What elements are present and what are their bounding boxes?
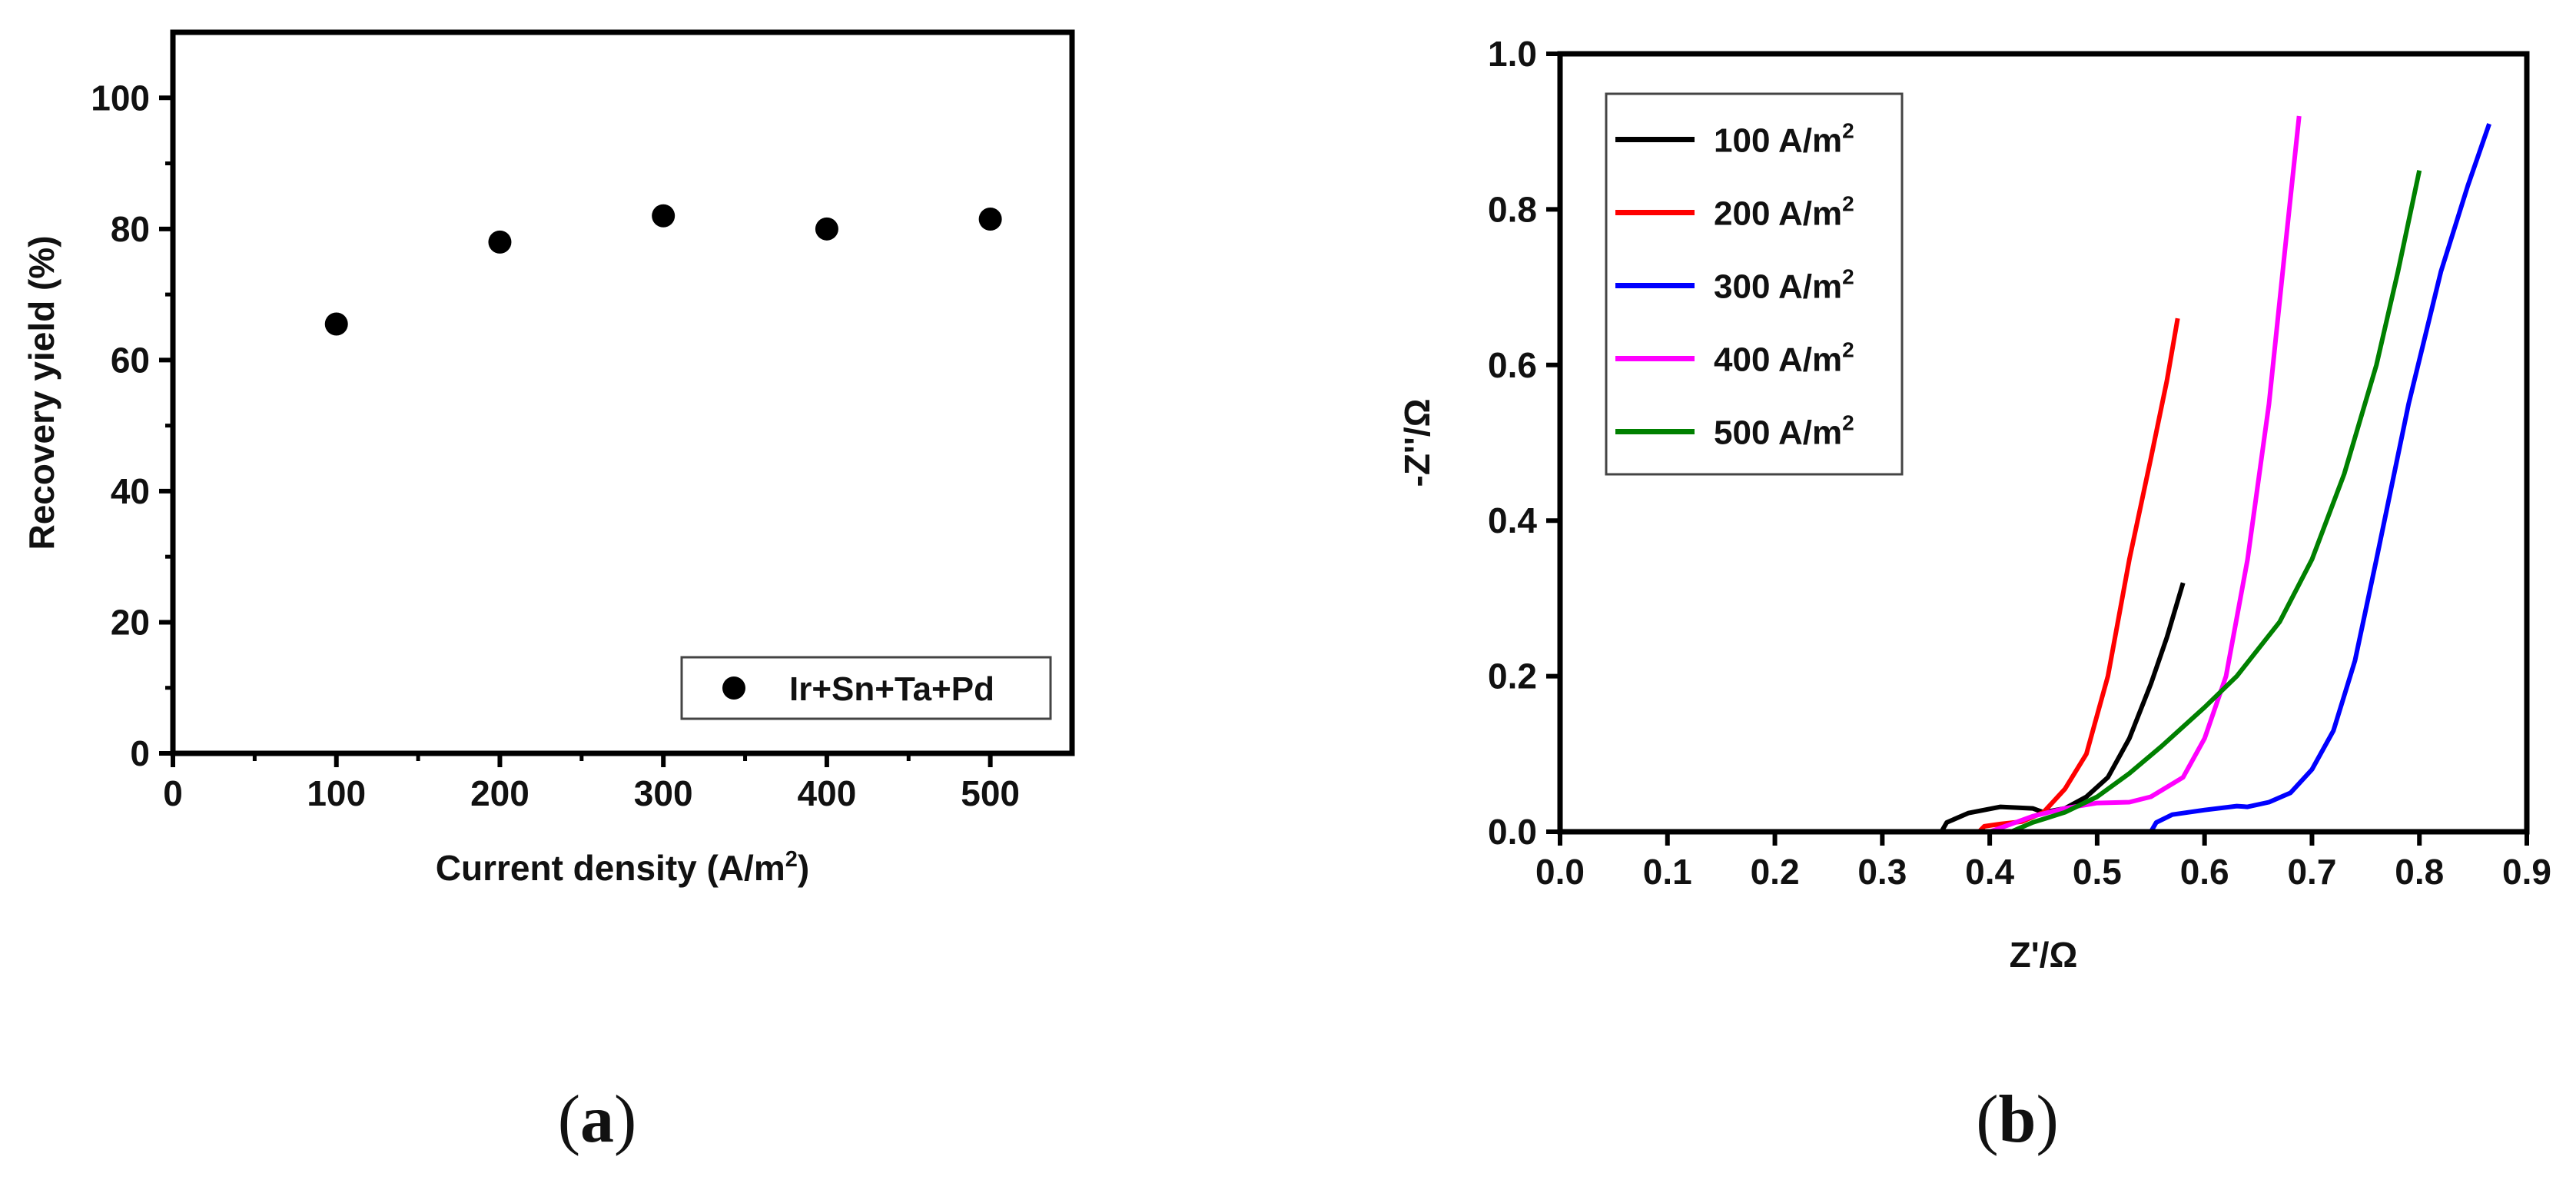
panel-a-marks (324, 204, 1002, 336)
series-line (2149, 123, 2491, 833)
x-tick-label: 0.2 (1751, 852, 1800, 892)
panel-a-plot-frame (170, 29, 1075, 756)
legend-label-main: 200 A/m (1714, 195, 1842, 233)
series-line (2010, 170, 2422, 834)
x-tick-label: 0.1 (1643, 852, 1692, 892)
panel-b-caption-letter: b (1999, 1082, 2037, 1157)
legend-label-superscript: 2 (1842, 411, 1854, 435)
x-tick-label: 0.9 (2502, 852, 2551, 892)
legend-label-superscript: 2 (1842, 119, 1854, 143)
panel-a-caption-paren: ) (614, 1082, 636, 1157)
panel-a-x-axis-title: Current density (A/m2) (436, 847, 809, 888)
y-tick-label: 0.6 (1488, 345, 1537, 385)
data-point (488, 230, 512, 254)
panel-a-chart: 0 100 200 300 400 500 0 20 40 60 80 100 Recovery yi… (22, 29, 1075, 1157)
legend-label: 400 A/m2 (1714, 338, 1854, 379)
panel-b-chart: 0.0 0.1 0.2 0.3 0.4 0.5 0.6 0.7 0.8 0.9 0.0 0.2 0.4 0… (1397, 34, 2551, 1157)
x-tick-label: 100 (307, 773, 366, 813)
y-tick-label: 1.0 (1488, 34, 1537, 74)
x-tick-label: 0.4 (1965, 852, 2014, 892)
panel-a-ticks: 0 100 200 300 400 500 0 20 40 60 80 100 (91, 78, 1020, 813)
legend-label-superscript: 2 (1842, 265, 1854, 289)
legend-label: 500 A/m2 (1714, 411, 1854, 452)
panel-a-caption-letter: a (580, 1082, 614, 1157)
data-point (652, 204, 676, 228)
y-tick-label: 60 (111, 340, 150, 380)
y-tick-label: 40 (111, 471, 150, 511)
data-point (978, 208, 1002, 231)
panel-b-x-axis-title: Z'/Ω (2010, 935, 2078, 975)
x-tick-label: 200 (470, 773, 529, 813)
panel-a-caption-label: (a) (558, 1082, 637, 1157)
y-tick-label: 0.8 (1488, 189, 1537, 229)
legend-label-main: 100 A/m (1714, 122, 1842, 160)
y-tick-label: 80 (111, 209, 150, 249)
x-tick-label: 0.6 (2180, 852, 2229, 892)
legend-label-main: 400 A/m (1714, 341, 1842, 379)
panel-b-marks (1939, 115, 2491, 834)
x-tick-label: 400 (798, 773, 857, 813)
x-tick-label: 500 (961, 773, 1020, 813)
panel-a-x-axis-title-tail: ) (798, 848, 809, 888)
panel-a-x-axis-title-main: Current density (A/m (436, 848, 785, 888)
x-tick-label: 0.8 (2395, 852, 2444, 892)
legend-label: 300 A/m2 (1714, 265, 1854, 306)
panel-b-ticks: 0.0 0.1 0.2 0.3 0.4 0.5 0.6 0.7 0.8 0.9 0.0 0.2 0.4 0… (1488, 34, 2551, 892)
panel-b-caption-label: (b) (1976, 1082, 2059, 1157)
legend-label-superscript: 2 (1842, 192, 1854, 216)
legend-label: 200 A/m2 (1714, 192, 1854, 233)
series-line (1989, 115, 2302, 834)
panel-b-y-axis-title: -Z''/Ω (1397, 399, 1437, 487)
x-tick-label: 300 (634, 773, 693, 813)
y-tick-label: 0.4 (1488, 500, 1537, 540)
data-point (324, 312, 348, 336)
y-tick-label: 20 (111, 602, 150, 642)
legend-label-superscript: 2 (1842, 338, 1854, 362)
series-line (1977, 317, 2180, 834)
panel-a-y-axis-title: Recovery yield (%) (22, 235, 61, 550)
legend-box (1605, 92, 1904, 476)
data-point (815, 217, 838, 241)
y-tick-label: 100 (91, 78, 150, 118)
legend-label: Ir+Sn+Ta+Pd (789, 670, 994, 708)
x-tick-label: 0.3 (1857, 852, 1907, 892)
panel-b-caption-paren: ) (2036, 1082, 2058, 1157)
legend-label-main: 500 A/m (1714, 414, 1842, 452)
legend-marker (722, 676, 745, 700)
x-tick-label: 0 (163, 773, 183, 813)
legend-label-main: 300 A/m (1714, 268, 1842, 306)
x-tick-label: 0.7 (2287, 852, 2336, 892)
y-tick-label: 0 (130, 733, 150, 773)
y-tick-label: 0.0 (1488, 812, 1537, 852)
x-tick-label: 0.0 (1535, 852, 1585, 892)
y-tick-label: 0.2 (1488, 656, 1537, 696)
x-tick-label: 0.5 (2073, 852, 2122, 892)
panel-a-legend: Ir+Sn+Ta+Pd (680, 656, 1052, 720)
panel-a-x-axis-title-superscript: 2 (785, 847, 798, 872)
panel-b-plot-frame (1557, 51, 2530, 835)
legend-label: 100 A/m2 (1714, 119, 1854, 160)
